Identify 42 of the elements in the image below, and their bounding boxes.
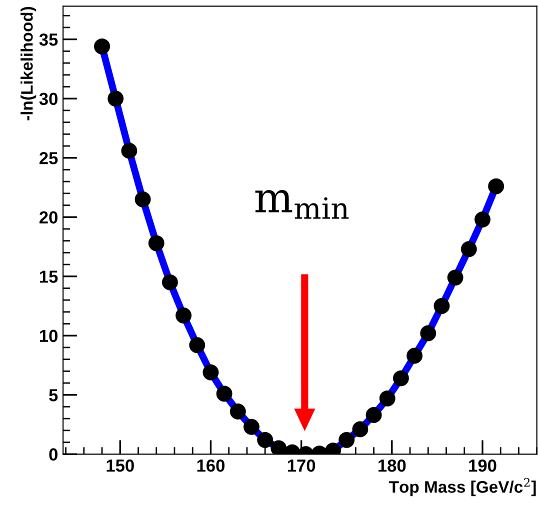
point xyxy=(474,212,490,228)
point xyxy=(162,274,178,290)
point xyxy=(202,364,219,380)
x-tick-label: 180 xyxy=(378,459,406,472)
y-tick-label: 20 xyxy=(39,211,58,224)
y-tick-label: 25 xyxy=(39,152,58,164)
point xyxy=(406,348,423,364)
x-tick-label: 170 xyxy=(288,459,316,472)
y-tick-label: 5 xyxy=(49,389,58,402)
x-tick-label: 190 xyxy=(469,459,496,472)
y-tick-label: 35 xyxy=(39,33,58,46)
point xyxy=(176,308,192,324)
point xyxy=(420,325,436,342)
point xyxy=(216,386,232,402)
point xyxy=(338,432,355,448)
point xyxy=(392,370,409,386)
point xyxy=(366,407,382,424)
y-tick-label: 30 xyxy=(39,92,58,106)
point xyxy=(257,432,274,448)
point xyxy=(460,241,477,258)
point xyxy=(244,418,260,435)
x-axis-title: Top Mass [GeV/c$^{2}$] xyxy=(389,478,536,496)
point xyxy=(352,421,368,438)
point xyxy=(434,298,450,314)
point xyxy=(134,191,151,208)
point xyxy=(488,178,504,194)
annotation: m$_{min}$ xyxy=(255,190,349,219)
y-tick-label: 10 xyxy=(40,330,58,342)
point xyxy=(230,404,246,420)
point xyxy=(108,90,124,107)
y-axis-title: -ln(Likelihood) xyxy=(20,6,36,120)
point xyxy=(189,337,206,354)
x-tick-label: 150 xyxy=(106,459,134,472)
y-tick-label: 15 xyxy=(40,270,58,283)
point xyxy=(379,390,396,406)
point xyxy=(447,270,464,286)
point xyxy=(94,38,110,54)
y-tick-label: 0 xyxy=(49,448,58,461)
point xyxy=(121,142,138,159)
point xyxy=(270,440,287,454)
point xyxy=(148,235,164,252)
x-tick-label: 160 xyxy=(197,459,224,472)
